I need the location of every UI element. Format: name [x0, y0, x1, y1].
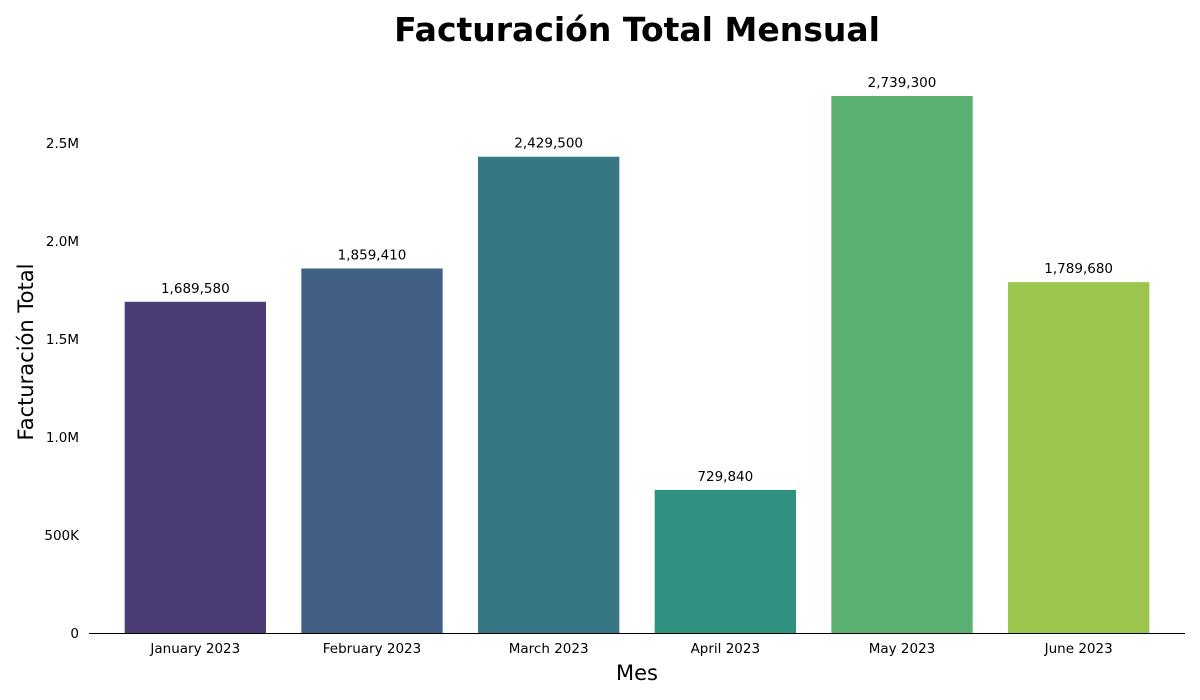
x-tick-label: March 2023: [509, 641, 589, 657]
x-axis-label: Mes: [616, 661, 658, 685]
bar-value-labels: 1,689,580 1,859,410 2,429,500 729,840 2,739,…: [161, 75, 1113, 485]
y-tick-label: 0: [70, 626, 79, 642]
y-tick-label: 500K: [44, 528, 80, 544]
y-tick-label: 2.0M: [46, 234, 79, 250]
y-tick-label: 1.5M: [46, 332, 79, 348]
x-tick-label: February 2023: [323, 641, 421, 657]
bar-value-label: 2,739,300: [868, 75, 937, 91]
y-axis-ticks: 0 500K 1.0M 1.5M 2.0M 2.5M: [44, 136, 80, 642]
x-tick-label: June 2023: [1044, 641, 1113, 657]
bar-value-label: 2,429,500: [514, 136, 583, 152]
bar-5: [831, 96, 973, 633]
bar-6: [1008, 282, 1150, 633]
bar-2: [301, 268, 443, 633]
x-tick-label: January 2023: [149, 641, 240, 657]
y-axis-label: Facturación Total: [14, 264, 38, 441]
x-axis-ticks: January 2023 February 2023 March 2023 April…: [149, 641, 1112, 657]
bar-value-label: 1,789,680: [1044, 261, 1113, 277]
y-tick-label: 2.5M: [46, 136, 79, 152]
chart-title: Facturación Total Mensual: [394, 10, 880, 49]
bar-value-label: 1,859,410: [338, 247, 407, 263]
x-tick-label: April 2023: [691, 641, 761, 657]
x-tick-label: May 2023: [869, 641, 936, 657]
bar-value-label: 1,689,580: [161, 281, 230, 297]
bar-1: [124, 301, 267, 633]
bar-4: [654, 489, 796, 633]
y-tick-label: 1.0M: [46, 430, 79, 446]
bar-3: [478, 156, 620, 633]
bars-group: [124, 96, 1150, 633]
bar-value-label: 729,840: [697, 469, 753, 485]
